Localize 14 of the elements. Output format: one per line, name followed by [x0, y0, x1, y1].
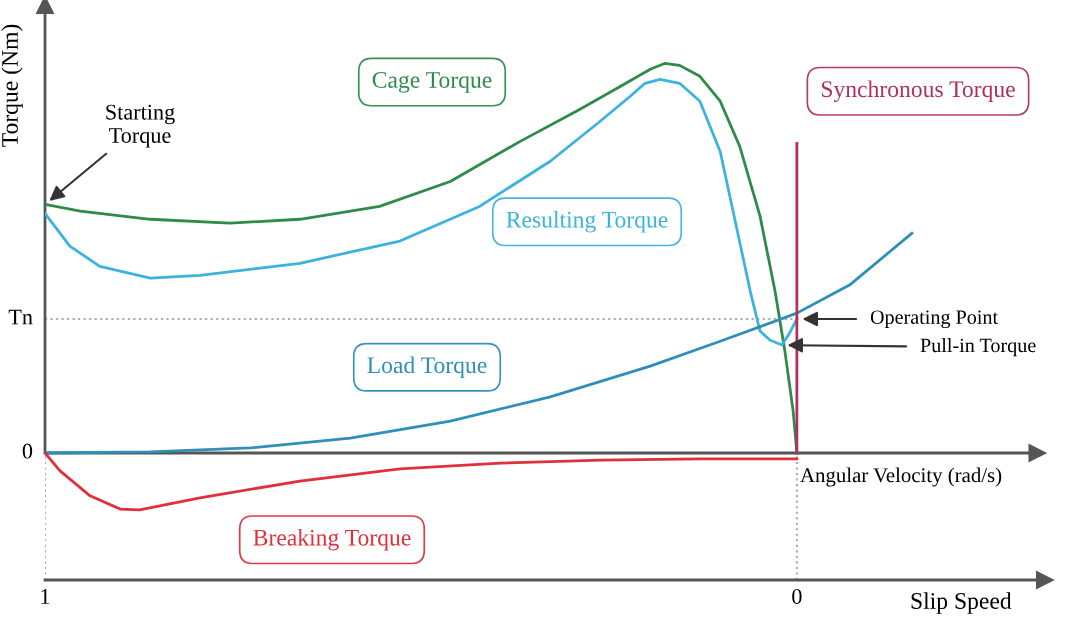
ref-line-label: Tn — [8, 309, 33, 325]
series-label: Breaking Torque — [253, 529, 411, 551]
series-label: Resulting Torque — [506, 211, 668, 233]
x-tick-label: 1 — [41, 589, 50, 604]
series-label: Load Torque — [367, 356, 487, 378]
ref-line-label: 0 — [22, 443, 33, 459]
annotation: Pull-in Torque — [920, 337, 1036, 357]
annotation: Starting Torque — [106, 104, 175, 148]
annotation: Operating Point — [870, 310, 998, 329]
text: Synchronous Torque — [821, 80, 1015, 102]
annotation: Angular Velocity (rad/s) — [800, 467, 1002, 487]
x-axis-title: Slip Speed — [911, 592, 1012, 614]
y-axis-title: Torque (Nm) — [1, 24, 23, 147]
text: Cage Torque — [372, 72, 492, 93]
